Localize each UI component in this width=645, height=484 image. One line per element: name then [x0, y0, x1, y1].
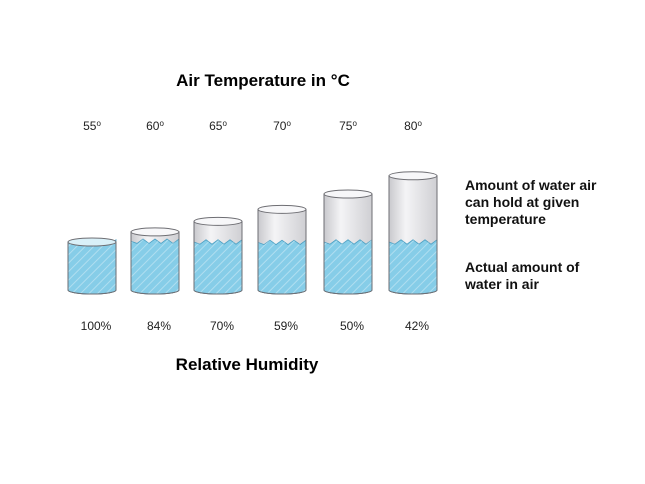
temperature-labels: 55o 60o 65o 70o 75o 80o: [83, 119, 422, 133]
cylinder-80: [388, 171, 438, 295]
humidity-label: 59%: [274, 319, 298, 333]
bottom-title: Relative Humidity: [176, 355, 319, 374]
container-top: [323, 189, 373, 199]
container-outline: [67, 242, 117, 295]
container-top: [388, 171, 438, 181]
humidity-label: 70%: [210, 319, 234, 333]
water-hatch: [258, 240, 306, 294]
water-hatch: [131, 239, 179, 294]
humidity-label: 100%: [81, 319, 112, 333]
temperature-label: 65o: [209, 119, 227, 133]
top-title: Air Temperature in °C: [176, 71, 350, 90]
container-top: [67, 237, 117, 247]
water-hatch: [324, 239, 372, 294]
container-top: [257, 204, 307, 214]
temperature-label: 60o: [146, 119, 164, 133]
temperature-label: 80o: [404, 119, 422, 133]
humidity-labels: 100% 84% 70% 59% 50% 42%: [81, 319, 430, 333]
legend-capacity-line-3: temperature: [465, 211, 546, 227]
legend-actual-line-2: water in air: [464, 276, 539, 292]
legend-actual-line-1: Actual amount of: [465, 259, 580, 275]
legend: Amount of water air can hold at given te…: [464, 177, 597, 292]
cylinder-55: [67, 237, 117, 295]
cylinder-70: [257, 204, 307, 295]
container-top: [193, 216, 243, 226]
water-hatch: [68, 239, 116, 294]
humidity-label: 42%: [405, 319, 429, 333]
legend-capacity-line-1: Amount of water air: [465, 177, 597, 193]
water-hatch: [389, 239, 437, 294]
cylinder-60: [130, 227, 180, 295]
container-top: [130, 227, 180, 237]
cylinder-65: [193, 216, 243, 295]
humidity-label: 84%: [147, 319, 171, 333]
container-outline: [193, 221, 243, 295]
temperature-label: 55o: [83, 119, 101, 133]
water-hatch: [194, 239, 242, 294]
cylinders: [67, 171, 438, 295]
legend-capacity-line-2: can hold at given: [465, 194, 579, 210]
temperature-label: 75o: [339, 119, 357, 133]
container-outline: [130, 231, 180, 295]
container-outline: [257, 209, 307, 295]
humidity-label: 50%: [340, 319, 364, 333]
temperature-label: 70o: [273, 119, 291, 133]
container-outline: [323, 194, 373, 295]
cylinder-75: [323, 189, 373, 295]
container-outline: [388, 175, 438, 295]
